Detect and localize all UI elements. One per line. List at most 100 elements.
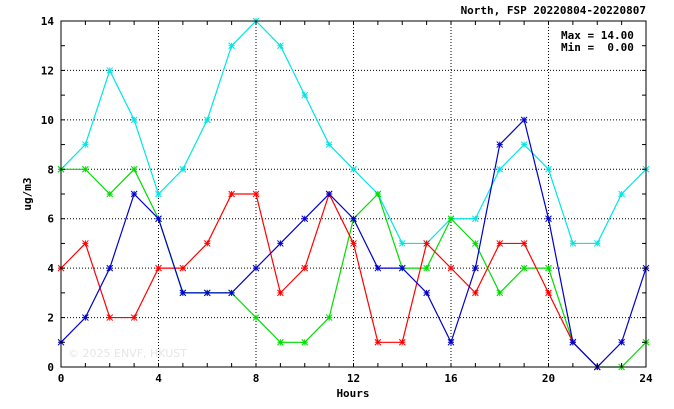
- data-point: [82, 240, 89, 247]
- series-3: [57, 190, 601, 371]
- data-point: [277, 289, 284, 297]
- data-point: [179, 289, 187, 297]
- data-point: [82, 314, 89, 321]
- max-annotation: Max = 14.00: [561, 29, 634, 42]
- data-point: [496, 141, 504, 148]
- data-point: [545, 289, 552, 297]
- data-point: [82, 141, 89, 148]
- data-point: [277, 338, 284, 346]
- data-point: [203, 116, 211, 124]
- data-point: [472, 264, 479, 272]
- data-point: [447, 215, 455, 223]
- y-tick-label: 4: [47, 262, 54, 275]
- data-point: [252, 264, 260, 272]
- data-point: [545, 264, 552, 272]
- data-point: [545, 165, 552, 173]
- data-point: [423, 264, 430, 272]
- data-point: [301, 264, 309, 272]
- y-tick-label: 14: [41, 15, 55, 28]
- data-point: [569, 240, 577, 247]
- y-axis-label: ug/m3: [21, 177, 34, 210]
- data-point: [203, 289, 211, 297]
- data-point: [374, 338, 382, 346]
- x-tick-label: 24: [639, 372, 653, 385]
- data-point: [106, 314, 114, 321]
- data-point: [520, 264, 528, 272]
- data-point: [472, 289, 479, 297]
- y-tick-label: 10: [41, 114, 54, 127]
- data-point: [130, 165, 138, 173]
- data-point: [569, 338, 577, 346]
- series-4: [57, 116, 650, 371]
- y-tick-label: 0: [47, 361, 54, 374]
- data-point: [301, 91, 309, 99]
- data-point: [203, 240, 211, 247]
- data-point: [398, 240, 406, 247]
- data-point: [618, 338, 625, 346]
- x-axis-label: Hours: [336, 387, 369, 400]
- data-point: [252, 314, 260, 321]
- chart-title: North, FSP 20220804-20220807: [461, 4, 646, 17]
- x-tick-label: 0: [58, 372, 65, 385]
- data-point: [496, 289, 504, 297]
- series-layer: [57, 17, 650, 371]
- data-point: [374, 264, 382, 272]
- data-point: [179, 264, 187, 272]
- data-point: [228, 289, 235, 297]
- data-point: [325, 190, 333, 198]
- x-tick-label: 4: [155, 372, 162, 385]
- y-tick-label: 6: [47, 213, 54, 226]
- data-point: [106, 190, 114, 198]
- data-point: [472, 215, 479, 223]
- data-point: [82, 165, 89, 173]
- data-point: [301, 338, 309, 346]
- data-point: [130, 190, 138, 198]
- data-point: [106, 264, 114, 272]
- data-point: [155, 215, 162, 223]
- data-point: [130, 116, 138, 124]
- min-annotation: Min = 0.00: [561, 41, 634, 54]
- data-point: [520, 141, 528, 148]
- y-tick-label: 2: [47, 312, 54, 325]
- data-point: [130, 314, 138, 321]
- data-point: [252, 190, 260, 198]
- data-point: [350, 165, 357, 173]
- data-point: [301, 215, 309, 223]
- data-point: [277, 42, 284, 50]
- data-point: [277, 240, 284, 247]
- data-point: [447, 338, 455, 346]
- data-point: [496, 165, 504, 173]
- data-point: [496, 240, 504, 247]
- data-point: [398, 338, 406, 346]
- data-point: [155, 264, 162, 272]
- data-point: [325, 314, 333, 321]
- series-line: [60, 192, 598, 368]
- data-point: [545, 215, 552, 223]
- grid-lines: [61, 21, 646, 367]
- data-point: [618, 190, 625, 198]
- data-point: [155, 190, 162, 198]
- data-point: [447, 264, 455, 272]
- data-point: [350, 215, 357, 223]
- data-point: [228, 42, 235, 50]
- data-point: [520, 116, 528, 124]
- data-point: [374, 190, 382, 198]
- x-tick-label: 20: [542, 372, 555, 385]
- data-point: [423, 240, 430, 247]
- data-point: [593, 240, 601, 247]
- watermark: © 2025 ENVF, HKUST: [68, 347, 187, 360]
- x-tick-label: 8: [253, 372, 260, 385]
- data-point: [520, 240, 528, 247]
- y-tick-label: 8: [47, 163, 54, 176]
- x-tick-label: 16: [444, 372, 458, 385]
- x-tick-label: 12: [347, 372, 360, 385]
- data-point: [423, 289, 430, 297]
- data-point: [106, 67, 114, 74]
- data-point: [472, 240, 479, 247]
- data-point: [179, 165, 187, 173]
- data-point: [228, 190, 235, 198]
- data-point: [325, 141, 333, 148]
- data-point: [350, 240, 357, 247]
